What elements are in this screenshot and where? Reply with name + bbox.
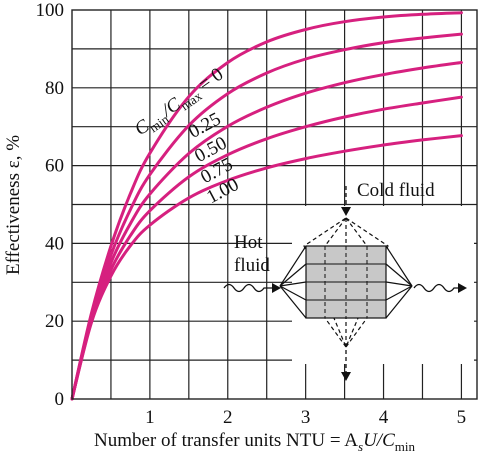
- hot-outlet-arrowhead: [458, 283, 467, 293]
- hot-header-line: [385, 245, 413, 287]
- x-tick-label: 4: [379, 407, 389, 428]
- y-tick-label: 60: [45, 156, 64, 177]
- x-axis-label: Number of transfer units NTU = AsU/Cmin: [94, 430, 415, 454]
- series-line-1-00: [70, 134, 463, 401]
- hot-header-line: [279, 245, 307, 287]
- hot-header-line: [385, 263, 413, 287]
- x-tick-label: 3: [301, 407, 311, 428]
- y-tick-label: 0: [55, 389, 65, 410]
- y-axis-label: Effectiveness ε, %: [3, 135, 24, 275]
- plot-frame: [71, 9, 478, 400]
- cold-inlet-arrowhead: [341, 207, 351, 216]
- hot-fluid-label-1: Hot: [234, 232, 263, 253]
- hot-header-line: [385, 285, 413, 301]
- y-tick-label: 100: [36, 0, 65, 21]
- hot-inlet-arrowhead: [272, 283, 281, 293]
- series-line-0: [70, 11, 463, 401]
- x-tick-label: 1: [145, 407, 155, 428]
- y-tick-label: 20: [45, 311, 64, 332]
- heat-exchanger-diagram: Cold fluid Hot fluid: [223, 180, 474, 381]
- series-line-0-50: [70, 61, 463, 401]
- series-curves: [70, 11, 463, 401]
- hot-header-line: [385, 285, 413, 319]
- hot-inlet-arrow: [223, 283, 272, 293]
- cold-header-line: [345, 317, 368, 348]
- cold-outlet-arrowhead: [341, 372, 351, 381]
- cold-header-line: [324, 217, 347, 247]
- y-tick-label: 80: [45, 78, 64, 99]
- y-tick-label: 40: [45, 233, 64, 254]
- cold-fluid-label: Cold fluid: [357, 180, 435, 201]
- series-line-0-75: [70, 95, 463, 401]
- series-line-0-25: [70, 32, 463, 401]
- tick-labels: 1 2 3 4 5 0 20 40 60 80 100: [36, 0, 467, 428]
- hot-header-line: [279, 285, 307, 319]
- hot-header-line: [279, 263, 307, 287]
- x-tick-label: 5: [457, 407, 467, 428]
- x-tick-label: 2: [223, 407, 233, 428]
- hot-header-line: [279, 281, 307, 287]
- hot-header-line: [385, 281, 413, 287]
- hot-outlet-arrow: [413, 283, 458, 293]
- cold-header-line: [324, 317, 347, 348]
- hot-header-line: [279, 285, 307, 301]
- hot-fluid-label-2: fluid: [234, 255, 270, 276]
- cold-header-line: [345, 217, 368, 247]
